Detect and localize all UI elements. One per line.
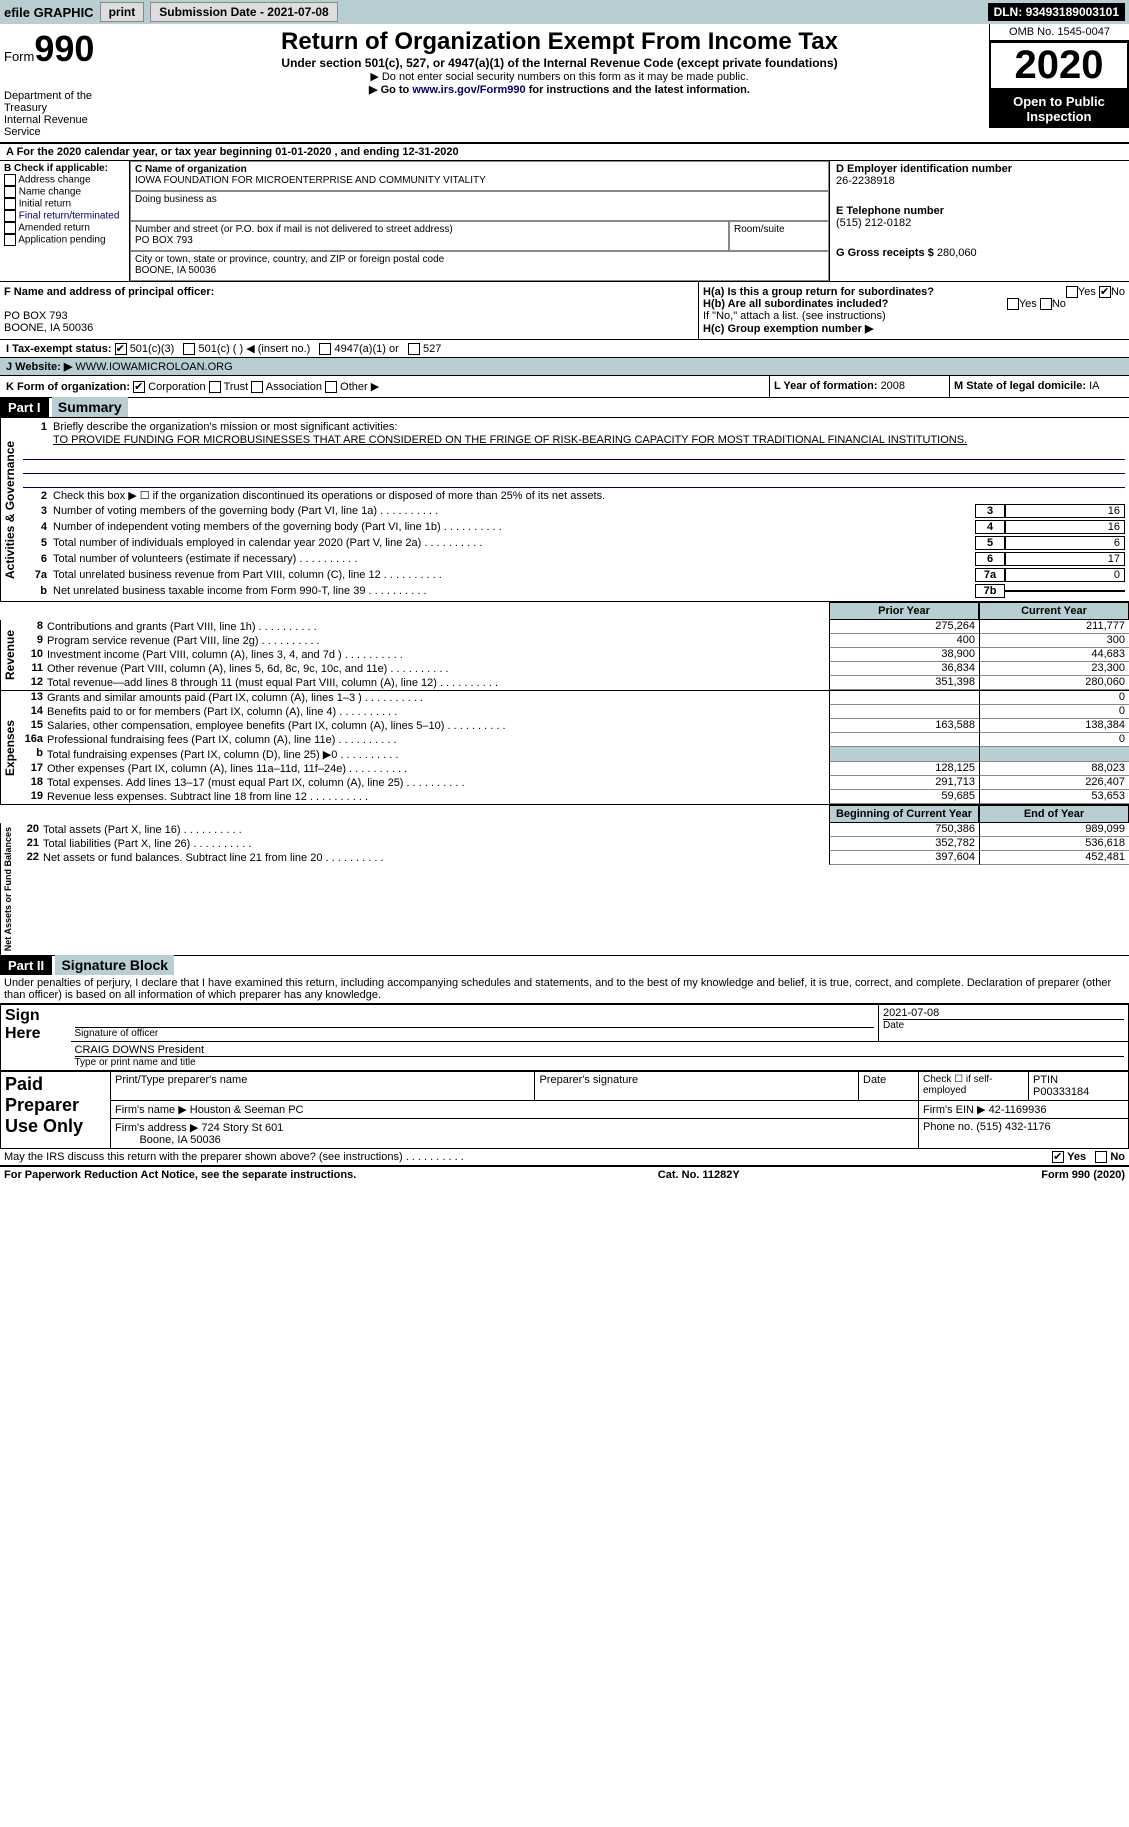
chk-final[interactable]: Final return/terminated	[4, 210, 125, 222]
preparer-label: Paid Preparer Use Only	[1, 1072, 111, 1149]
discuss-line: May the IRS discuss this return with the…	[0, 1149, 1129, 1167]
part2-title: Signature Block	[55, 955, 174, 975]
col-current: Current Year	[979, 602, 1129, 620]
omb-number: OMB No. 1545-0047	[989, 24, 1129, 41]
fin-line-19: 19Revenue less expenses. Subtract line 1…	[19, 790, 1129, 804]
chk-corp[interactable]	[133, 381, 145, 393]
note-ssn: ▶ Do not enter social security numbers o…	[134, 70, 985, 83]
part-1: Part I Summary	[0, 398, 1129, 417]
part-2: Part II Signature Block	[0, 956, 1129, 975]
part1-header: Part I	[0, 398, 49, 417]
line-i: I Tax-exempt status: 501(c)(3) 501(c) ( …	[0, 339, 1129, 357]
box-c-room: Room/suite	[729, 221, 829, 251]
form-subtitle: Under section 501(c), 527, or 4947(a)(1)…	[134, 56, 985, 70]
chk-pending[interactable]: Application pending	[4, 234, 125, 246]
chk-other[interactable]	[325, 381, 337, 393]
officer-name: CRAIG DOWNS President	[75, 1044, 1125, 1056]
chk-address[interactable]: Address change	[4, 174, 125, 186]
fin-line-8: 8Contributions and grants (Part VIII, li…	[19, 620, 1129, 634]
line-j: J Website: ▶ WWW.IOWAMICROLOAN.ORG	[0, 357, 1129, 375]
chk-501c3[interactable]	[115, 343, 127, 355]
fin-line-20: 20Total assets (Part X, line 16) 750,386…	[15, 823, 1129, 837]
sign-here-block: Sign Here Signature of officer 2021-07-0…	[0, 1004, 1129, 1071]
section-fh: F Name and address of principal officer:…	[0, 281, 1129, 339]
note-goto: ▶ Go to www.irs.gov/Form990 for instruct…	[134, 83, 985, 96]
irs-link[interactable]: www.irs.gov/Form990	[412, 84, 525, 96]
department: Department of the Treasury Internal Reve…	[4, 90, 126, 138]
q2: Check this box ▶ ☐ if the organization d…	[53, 489, 1125, 502]
box-g-receipts: G Gross receipts $ 280,060	[836, 247, 1123, 259]
dln: DLN: 93493189003101	[988, 3, 1125, 21]
topbar: efile GRAPHIC print Submission Date - 20…	[0, 0, 1129, 24]
box-e-phone: E Telephone number(515) 212-0182	[836, 205, 1123, 229]
chk-527[interactable]	[408, 343, 420, 355]
vlabel-netassets: Net Assets or Fund Balances	[0, 823, 15, 955]
print-button[interactable]: print	[100, 2, 145, 22]
open-public: Open to Public Inspection	[989, 90, 1129, 128]
paid-preparer-block: Paid Preparer Use Only Print/Type prepar…	[0, 1071, 1129, 1149]
box-c-name: C Name of organization IOWA FOUNDATION F…	[130, 161, 829, 191]
gov-line-7a: 7aTotal unrelated business revenue from …	[23, 567, 1125, 583]
chk-initial[interactable]: Initial return	[4, 198, 125, 210]
vlabel-revenue: Revenue	[0, 620, 19, 690]
header-boxes: B Check if applicable: Address change Na…	[0, 161, 1129, 281]
line-a-tax-year: A For the 2020 calendar year, or tax yea…	[0, 143, 1129, 161]
box-b: B Check if applicable: Address change Na…	[0, 161, 130, 281]
q1: Briefly describe the organization's miss…	[53, 421, 1125, 433]
perjury-declaration: Under penalties of perjury, I declare th…	[0, 975, 1129, 1004]
line-k: K Form of organization: Corporation Trus…	[0, 376, 769, 397]
fin-line-21: 21Total liabilities (Part X, line 26) 35…	[15, 837, 1129, 851]
part1-title: Summary	[52, 397, 128, 417]
fin-line-18: 18Total expenses. Add lines 13–17 (must …	[19, 776, 1129, 790]
gov-line-3: 3Number of voting members of the governi…	[23, 503, 1125, 519]
chk-501c[interactable]	[183, 343, 195, 355]
form-header: Form990 Department of the Treasury Inter…	[0, 24, 1129, 143]
fin-line-11: 11Other revenue (Part VIII, column (A), …	[19, 662, 1129, 676]
col-end: End of Year	[979, 805, 1129, 823]
box-h: H(a) Is this a group return for subordin…	[699, 282, 1129, 339]
fin-line-10: 10Investment income (Part VIII, column (…	[19, 648, 1129, 662]
chk-amended[interactable]: Amended return	[4, 222, 125, 234]
gov-line-b: bNet unrelated business taxable income f…	[23, 583, 1125, 599]
box-c-city: City or town, state or province, country…	[130, 251, 829, 281]
submission-date: Submission Date - 2021-07-08	[150, 2, 337, 22]
page-footer: For Paperwork Reduction Act Notice, see …	[0, 1167, 1129, 1183]
gov-line-4: 4Number of independent voting members of…	[23, 519, 1125, 535]
fin-line-12: 12Total revenue—add lines 8 through 11 (…	[19, 676, 1129, 690]
discuss-no[interactable]	[1095, 1151, 1107, 1163]
line-klm: K Form of organization: Corporation Trus…	[0, 375, 1129, 398]
chk-assoc[interactable]	[251, 381, 263, 393]
vlabel-expenses: Expenses	[0, 691, 19, 804]
fin-line-13: 13Grants and similar amounts paid (Part …	[19, 691, 1129, 705]
form-title: Return of Organization Exempt From Incom…	[134, 28, 985, 56]
line-l: L Year of formation: 2008	[769, 376, 949, 397]
part2-header: Part II	[0, 956, 52, 975]
fin-line-16a: 16aProfessional fundraising fees (Part I…	[19, 733, 1129, 747]
chk-name[interactable]: Name change	[4, 186, 125, 198]
box-c-street: Number and street (or P.O. box if mail i…	[130, 221, 729, 251]
fin-line-15: 15Salaries, other compensation, employee…	[19, 719, 1129, 733]
vlabel-governance: Activities & Governance	[0, 418, 19, 601]
box-d-ein: D Employer identification number26-22389…	[836, 163, 1123, 187]
gov-line-6: 6Total number of volunteers (estimate if…	[23, 551, 1125, 567]
line-m: M State of legal domicile: IA	[949, 376, 1129, 397]
sign-here-label: Sign Here	[1, 1005, 71, 1071]
box-c-dba: Doing business as	[130, 191, 829, 221]
box-f: F Name and address of principal officer:…	[0, 282, 699, 339]
fin-line-9: 9Program service revenue (Part VIII, lin…	[19, 634, 1129, 648]
fin-line-b: bTotal fundraising expenses (Part IX, co…	[19, 747, 1129, 762]
discuss-yes[interactable]	[1052, 1151, 1064, 1163]
chk-trust[interactable]	[209, 381, 221, 393]
fin-line-22: 22Net assets or fund balances. Subtract …	[15, 851, 1129, 865]
q1-answer: TO PROVIDE FUNDING FOR MICROBUSINESSES T…	[23, 434, 1125, 446]
col-begin: Beginning of Current Year	[829, 805, 979, 823]
chk-4947[interactable]	[319, 343, 331, 355]
fin-line-14: 14Benefits paid to or for members (Part …	[19, 705, 1129, 719]
form-number: Form990	[4, 28, 126, 70]
col-prior: Prior Year	[829, 602, 979, 620]
fin-line-17: 17Other expenses (Part IX, column (A), l…	[19, 762, 1129, 776]
efile-link[interactable]: efile GRAPHIC	[4, 5, 94, 20]
tax-year: 2020	[989, 41, 1129, 90]
gov-line-5: 5Total number of individuals employed in…	[23, 535, 1125, 551]
